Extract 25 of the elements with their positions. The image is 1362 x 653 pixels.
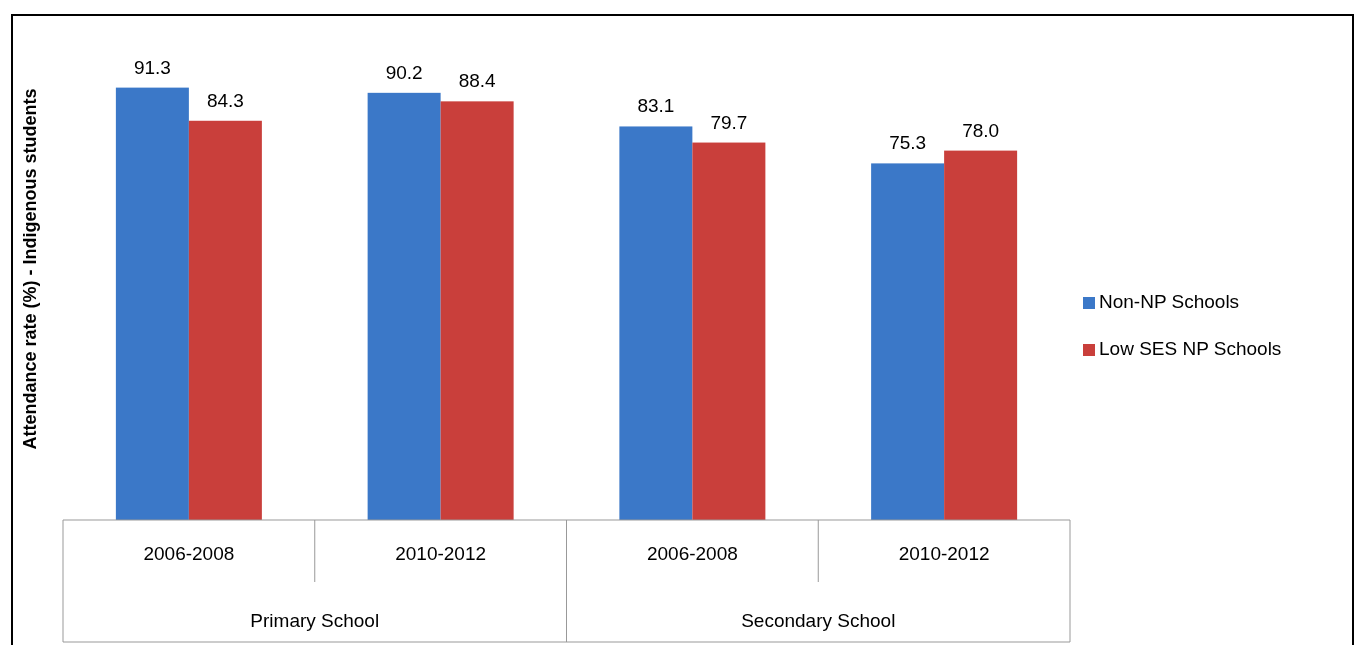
text: Primary School: [250, 610, 380, 631]
bar: [115, 87, 189, 520]
bar: [440, 101, 514, 520]
data-label: 88.4: [458, 70, 497, 92]
data-label: 84.3: [206, 89, 244, 111]
x-tick-label: 2006-2008: [143, 543, 235, 564]
y-axis-title: Attendance rate (%) - Indigenous students: [20, 88, 40, 450]
text: Secondary School: [741, 610, 896, 631]
data-label: 91.3: [133, 56, 171, 78]
bar: [692, 142, 766, 520]
data-label: 90.2: [385, 61, 423, 83]
bar: [188, 120, 262, 520]
bar: [871, 163, 945, 520]
data-label: 78.0: [962, 119, 1000, 141]
x-tick-label: 2010-2012: [395, 543, 487, 564]
x-tick-label: 2010-2012: [898, 543, 990, 564]
bar: [619, 126, 693, 520]
bar: [944, 150, 1018, 520]
data-label: 79.7: [710, 111, 748, 133]
bar: [367, 92, 441, 520]
x-tick-label: 2006-2008: [646, 543, 738, 564]
legend-label: Low SES NP Schools: [1099, 338, 1282, 359]
data-label: 83.1: [637, 95, 675, 117]
data-label: 75.3: [889, 132, 927, 154]
legend-label: Non-NP Schools: [1099, 291, 1240, 312]
